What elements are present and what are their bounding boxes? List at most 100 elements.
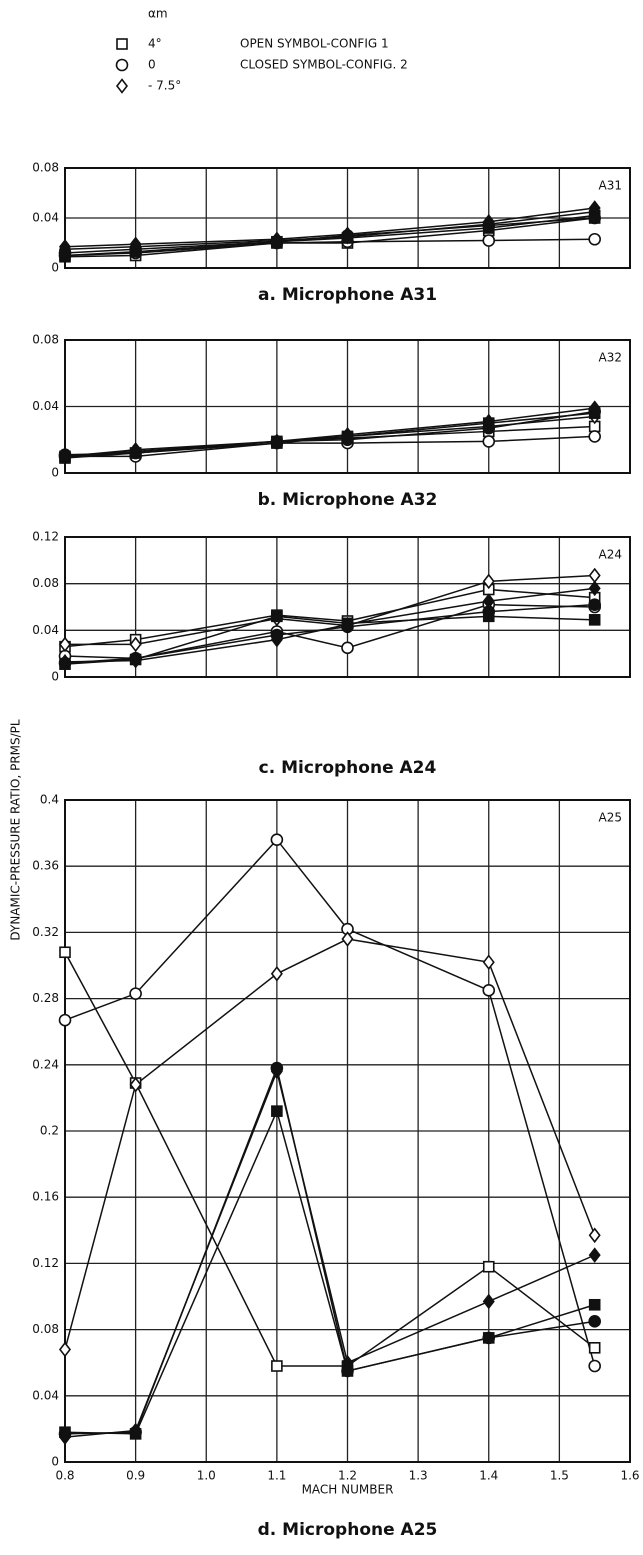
panel-caption: d. Microphone A25 — [258, 1520, 438, 1540]
plot-frame — [64, 339, 631, 474]
marker-square — [588, 1298, 601, 1311]
legend-label: 4° — [148, 37, 162, 51]
panel-annotation: A32 — [599, 351, 622, 365]
series-line — [64, 603, 595, 660]
marker-diamond — [129, 236, 142, 253]
marker-diamond — [58, 1429, 72, 1445]
marker-diamond — [588, 580, 601, 597]
panel-caption: b. Microphone A32 — [258, 490, 438, 510]
marker-diamond — [341, 931, 354, 947]
marker-diamond — [341, 616, 354, 633]
series-line — [64, 238, 595, 257]
series-line — [64, 838, 596, 1367]
x-tick-label: 1.6 — [620, 1469, 639, 1483]
marker-diamond — [482, 573, 495, 590]
marker-diamond — [482, 213, 495, 230]
legend-label: 0 — [148, 58, 156, 72]
series-line — [64, 1065, 595, 1435]
marker-square — [271, 610, 283, 623]
legend-note: OPEN SYMBOL-CONFIG 1 — [240, 37, 389, 51]
y-tick-label: 0 — [51, 670, 59, 684]
series-line — [64, 1068, 595, 1438]
series-line — [64, 951, 596, 1367]
marker-diamond — [270, 1063, 283, 1080]
y-axis-label: DYNAMIC-PRESSURE RATIO, PRMS/PL — [9, 719, 23, 941]
marker-circle — [58, 1013, 72, 1027]
marker-diamond — [58, 238, 72, 255]
marker-diamond — [270, 433, 283, 450]
panel-caption: a. Microphone A31 — [258, 285, 437, 305]
marker-circle — [482, 984, 496, 997]
y-tick-label: 0.08 — [32, 576, 59, 590]
marker-square — [271, 1105, 283, 1117]
marker-diamond — [341, 1354, 354, 1371]
y-tick-label: 0 — [51, 466, 59, 480]
x-tick-label: 1.3 — [409, 1469, 428, 1483]
series-line — [64, 407, 595, 458]
marker-diamond — [129, 441, 142, 458]
series-line — [64, 588, 595, 648]
series-line — [65, 435, 595, 458]
marker-square — [271, 1360, 283, 1372]
y-tick-label: 0 — [51, 1455, 59, 1469]
y-tick-label: 0.28 — [32, 991, 59, 1005]
marker-diamond — [58, 654, 72, 670]
y-tick-label: 0.2 — [40, 1124, 59, 1138]
marker-diamond — [270, 631, 283, 648]
marker-diamond — [58, 636, 72, 653]
series-line — [64, 410, 595, 456]
marker-diamond — [482, 1293, 495, 1310]
legend-marker — [115, 58, 129, 72]
x-tick-label: 1.0 — [197, 1469, 216, 1483]
y-tick-label: 0.04 — [32, 1388, 59, 1402]
y-tick-label: 0.04 — [32, 623, 59, 637]
series-line — [64, 938, 596, 1350]
marker-square — [588, 614, 601, 626]
marker-circle — [588, 1359, 601, 1373]
marker-diamond — [129, 1076, 142, 1093]
panel-caption: c. Microphone A24 — [259, 758, 437, 778]
marker-diamond — [129, 1422, 142, 1439]
series-line — [64, 603, 595, 664]
panel-annotation: A25 — [599, 811, 622, 825]
legend-marker — [116, 38, 128, 50]
plot-frame — [64, 799, 631, 1463]
marker-diamond — [588, 567, 601, 584]
legend-note: CLOSED SYMBOL-CONFIG. 2 — [240, 58, 408, 72]
x-tick-label: 1.5 — [550, 1469, 569, 1483]
marker-circle — [588, 232, 601, 246]
panel-annotation: A24 — [599, 548, 622, 562]
y-tick-label: 0.12 — [32, 1256, 59, 1270]
y-tick-label: 0.32 — [32, 925, 59, 939]
marker-diamond — [58, 1341, 72, 1358]
marker-square — [482, 1260, 495, 1273]
marker-circle — [129, 987, 142, 1000]
marker-diamond — [588, 1227, 601, 1244]
marker-circle — [341, 641, 354, 655]
y-tick-label: 0 — [51, 261, 59, 275]
series-line — [64, 1108, 595, 1435]
x-tick-label: 1.2 — [338, 1469, 357, 1483]
marker-diamond — [58, 448, 72, 465]
y-tick-label: 0.24 — [32, 1057, 59, 1071]
marker-circle — [482, 234, 496, 247]
marker-diamond — [588, 200, 601, 216]
marker-circle — [588, 1315, 601, 1328]
marker-circle — [270, 833, 284, 847]
x-tick-label: 1.1 — [267, 1469, 286, 1483]
marker-circle — [588, 430, 601, 443]
marker-diamond — [129, 652, 142, 669]
x-tick-label: 0.8 — [55, 1469, 74, 1483]
marker-diamond — [341, 226, 354, 243]
marker-circle — [588, 598, 601, 611]
marker-diamond — [588, 1247, 601, 1263]
marker-circle — [482, 435, 496, 448]
plot-frame — [64, 536, 631, 678]
plot-frame — [64, 167, 631, 269]
x-tick-label: 0.9 — [126, 1469, 145, 1483]
x-axis-label: MACH NUMBER — [302, 1483, 394, 1497]
y-tick-label: 0.08 — [32, 1322, 59, 1336]
y-tick-label: 0.16 — [32, 1190, 59, 1204]
marker-diamond — [482, 593, 495, 609]
